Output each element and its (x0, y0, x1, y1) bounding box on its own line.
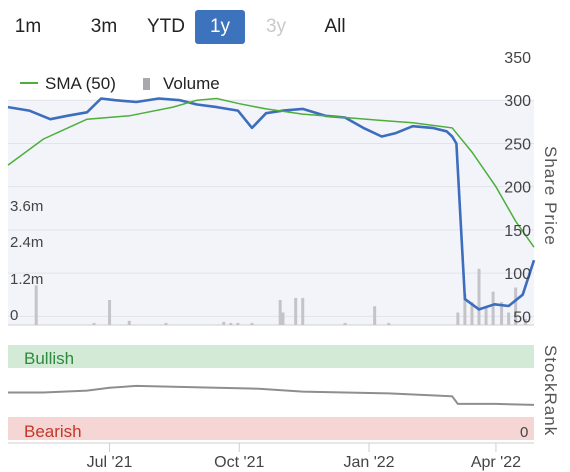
bearish-band (8, 417, 534, 440)
price-tick-label: 250 (504, 136, 531, 153)
volume-bar (387, 322, 391, 325)
range-button-all[interactable]: All (324, 16, 346, 37)
x-tick-label: Oct '21 (214, 454, 264, 471)
legend: SMA (50) Volume (20, 74, 220, 93)
stockrank-tick-0: 0 (520, 424, 528, 441)
volume-bar (456, 312, 460, 325)
volume-bar (34, 285, 38, 325)
range-selector: 1m 3m YTD 1y 3y All (8, 10, 368, 44)
volume-bar (343, 322, 347, 325)
price-axis: 50 100 150 200 250 300 350 (504, 50, 531, 326)
price-tick-label: 150 (504, 223, 531, 240)
volume-bar (514, 287, 518, 325)
volume-bar (294, 297, 298, 325)
range-button-3m[interactable]: 3m (90, 16, 118, 37)
range-button-ytd[interactable]: YTD (147, 16, 185, 37)
stockrank-axis-title: StockRank (541, 345, 560, 436)
x-tick-label: Jan '22 (343, 454, 394, 471)
bullish-band (8, 345, 534, 368)
volume-bar (278, 300, 282, 325)
price-tick-label: 100 (504, 266, 531, 283)
volume-bar (373, 306, 377, 325)
range-button-3y: 3y (265, 16, 287, 37)
volume-tick-label: 0 (10, 307, 18, 324)
price-lines (7, 97, 536, 311)
bearish-label: Bearish (24, 422, 82, 441)
volume-tick-label: 3.6m (10, 198, 43, 215)
volume-bar (108, 300, 112, 325)
x-axis: Jul '21 Oct '21 Jan '22 Apr '22 (87, 443, 521, 471)
volume-bar (92, 322, 96, 325)
x-tick-label: Jul '21 (87, 454, 133, 471)
price-tick-label: 50 (513, 309, 531, 326)
volume-bar (477, 268, 481, 325)
volume-tick-label: 1.2m (10, 271, 43, 288)
legend-sma-label: SMA (50) (45, 74, 116, 93)
price-tick-label: 350 (504, 50, 531, 67)
volume-bar (524, 318, 528, 325)
bullish-label: Bullish (24, 349, 74, 368)
legend-volume-swatch (143, 78, 150, 90)
price-tick-label: 300 (504, 93, 531, 110)
volume-bar (164, 322, 168, 325)
volume-bar (470, 302, 474, 325)
volume-bar (250, 322, 254, 325)
volume-bar (500, 302, 504, 325)
range-button-1m[interactable]: 1m (14, 16, 42, 37)
price-panel-bg (8, 100, 534, 325)
volume-bar (301, 297, 305, 325)
range-button-1y[interactable]: 1y (195, 10, 245, 44)
price-tick-label: 200 (504, 180, 531, 197)
price-gridlines (8, 99, 534, 317)
volume-bar (491, 291, 495, 325)
volume-bar (229, 322, 233, 325)
volume-bar (463, 293, 467, 325)
stockrank-series-line (8, 384, 535, 406)
share-price-line (7, 97, 536, 311)
price-axis-title: Share Price (541, 146, 560, 246)
volume-bar (236, 322, 240, 325)
x-tick-label: Apr '22 (471, 454, 521, 471)
volume-axis: 0 1.2m 2.4m 3.6m (10, 198, 43, 324)
volume-tick-label: 2.4m (10, 234, 43, 251)
volume-bar (484, 306, 488, 325)
sma-50-line (7, 97, 535, 248)
volume-bar (222, 321, 226, 325)
volume-bar (281, 312, 285, 325)
volume-bars (34, 268, 528, 325)
stockrank-line (8, 384, 535, 406)
legend-volume-label: Volume (163, 74, 220, 93)
volume-bar (507, 312, 511, 325)
volume-bar (127, 320, 131, 325)
